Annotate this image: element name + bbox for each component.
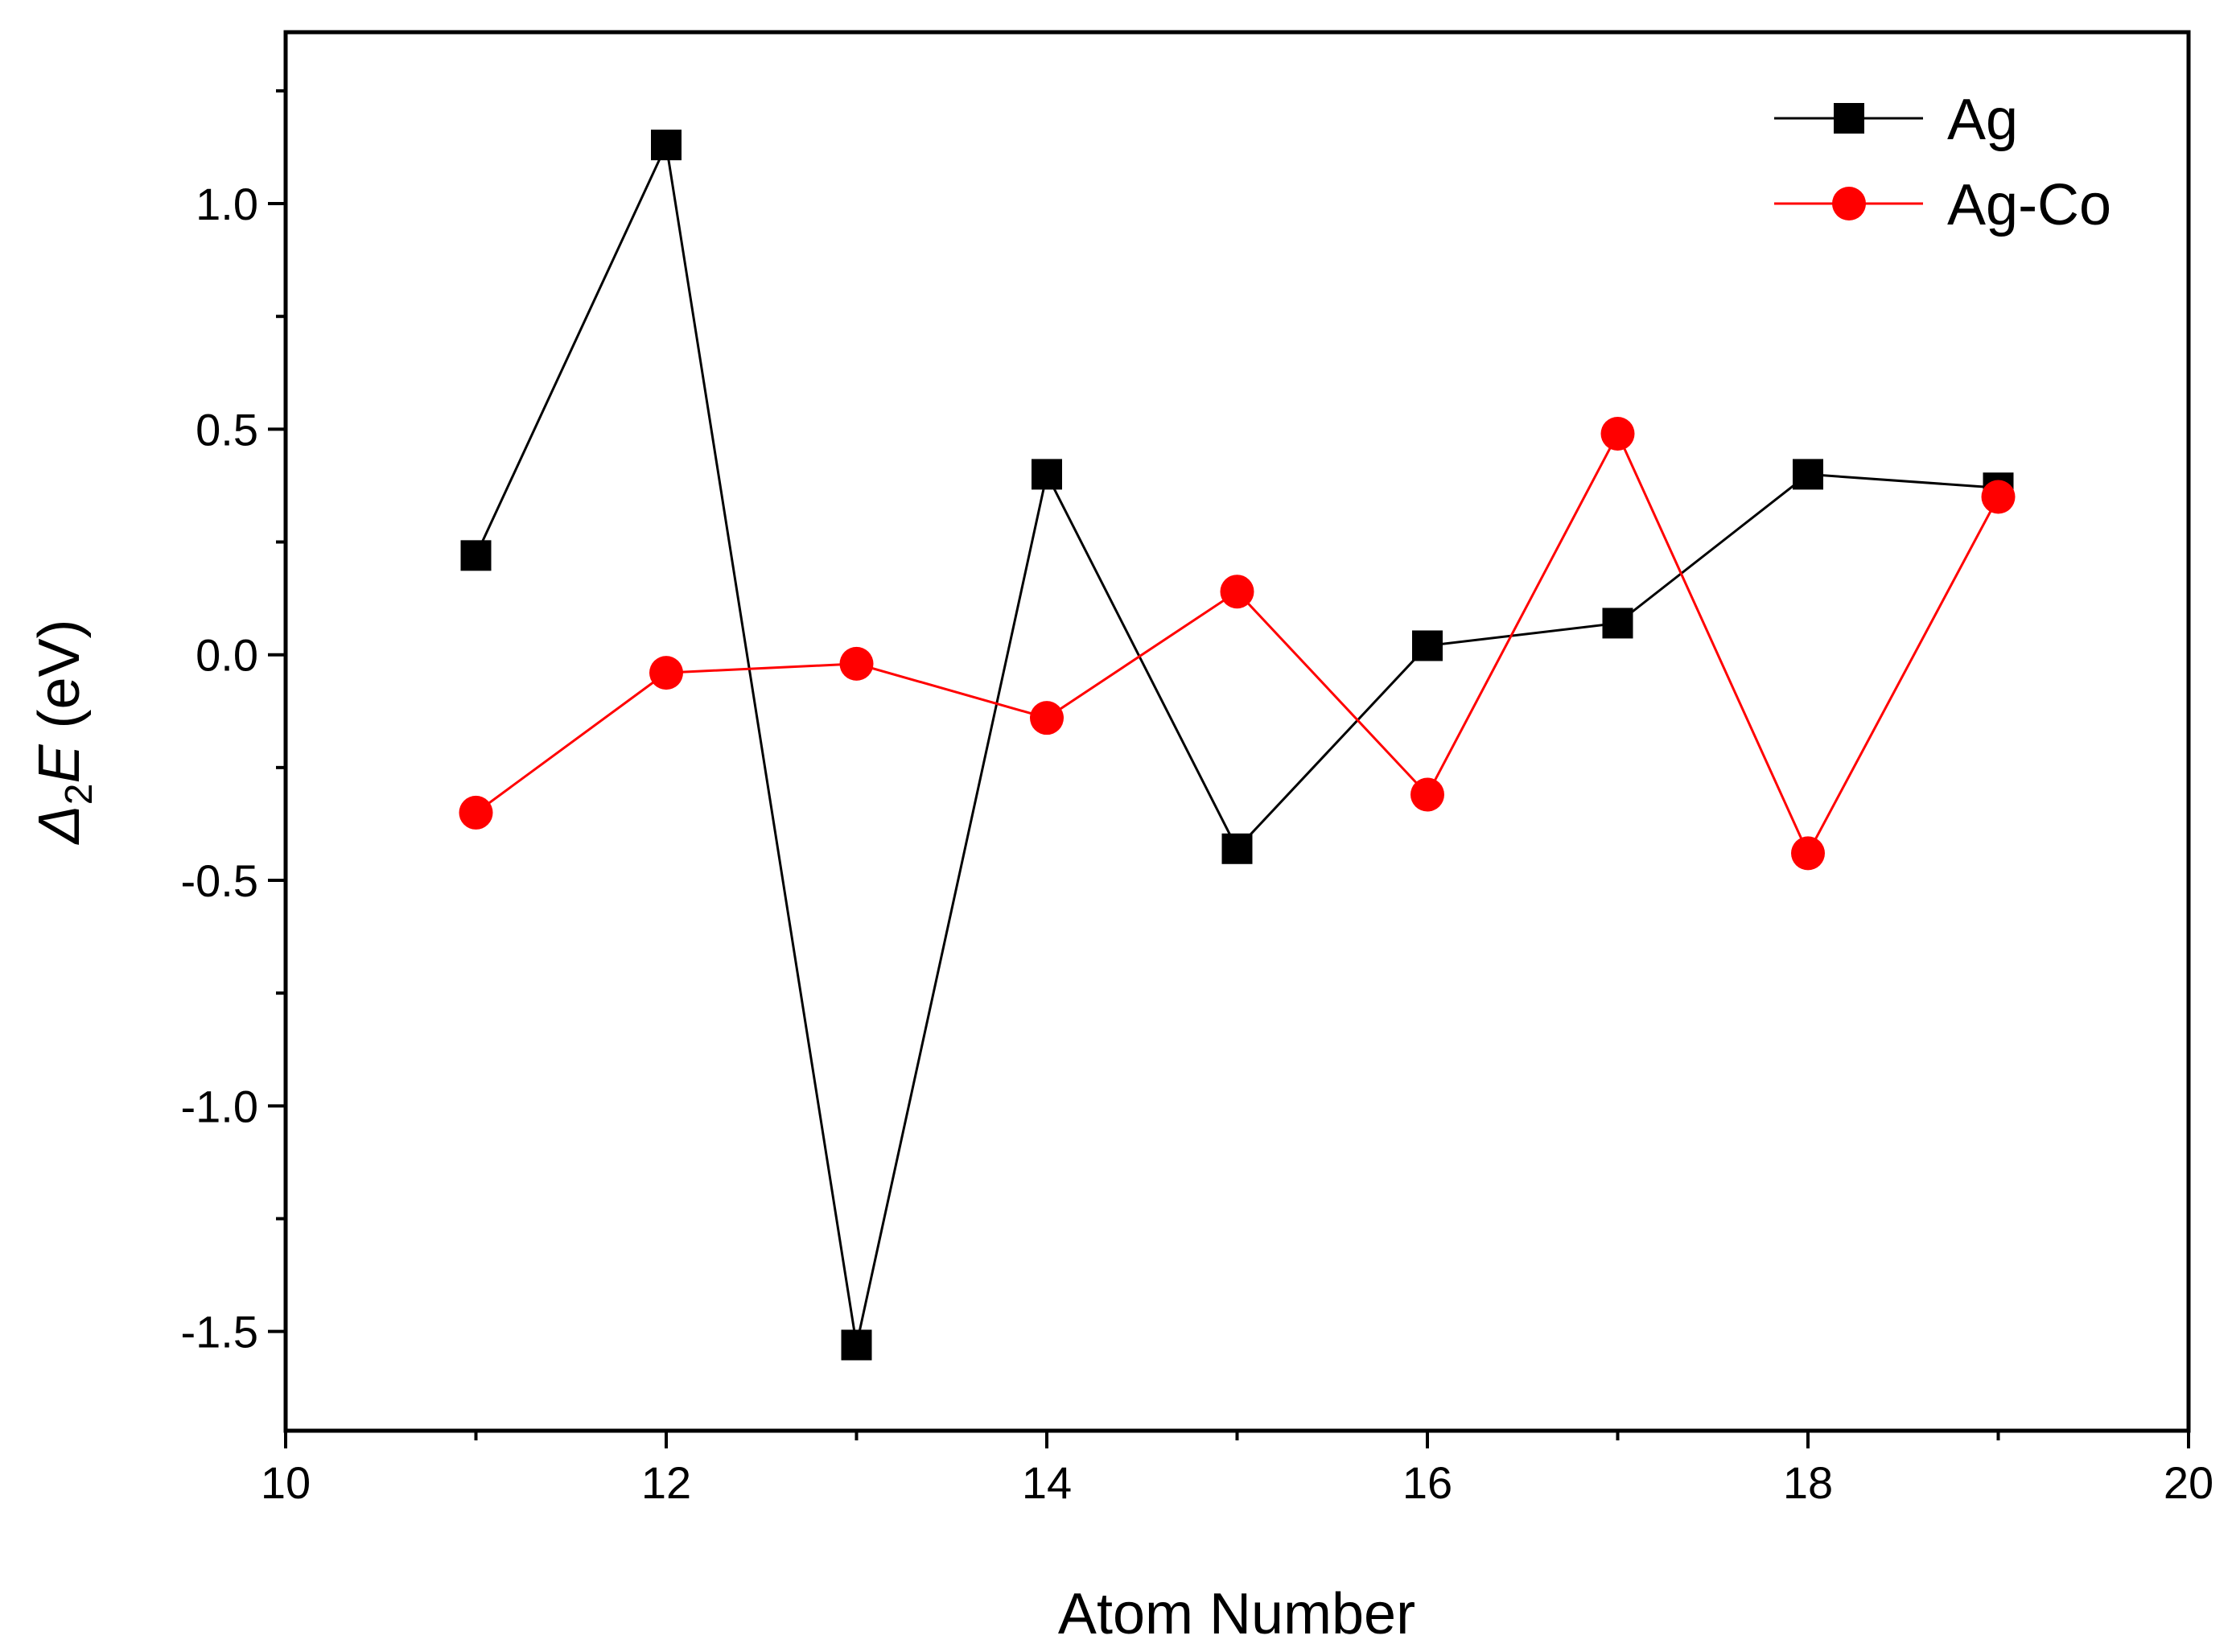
data-point-ag-co: [839, 646, 874, 681]
data-point-ag-co: [1791, 836, 1825, 871]
data-point-ag: [841, 1329, 872, 1361]
data-point-ag-co: [649, 656, 683, 690]
legend-marker-ag-co: [1832, 187, 1866, 220]
y-tick-label: 0.5: [196, 404, 258, 455]
legend-marker-ag: [1834, 103, 1864, 134]
x-tick-label: 16: [1402, 1457, 1452, 1508]
x-tick-label: 20: [2164, 1457, 2213, 1508]
legend: Ag Ag-Co: [1774, 88, 2111, 237]
legend-entry-ag-co: Ag-Co: [1774, 173, 2111, 237]
y-axis-title: Δ2E (eV): [27, 619, 101, 845]
data-point-ag: [1602, 608, 1633, 639]
data-point-ag: [651, 130, 682, 161]
data-point-ag-co: [1410, 777, 1444, 812]
data-point-ag: [1412, 630, 1443, 661]
plot-frame: [283, 30, 2191, 1433]
data-point-ag: [460, 540, 492, 571]
x-tick-label: 10: [261, 1457, 311, 1508]
legend-entry-ag: Ag: [1774, 88, 2018, 152]
series-line-ag-co: [475, 431, 1999, 856]
data-point-ag-co: [1030, 701, 1064, 735]
x-axis-ticks: 10 12 14 16 18 20: [261, 1431, 2213, 1508]
series-layer: [459, 130, 2016, 1361]
y-tick-label: 0.0: [196, 630, 258, 681]
x-tick-label: 12: [641, 1457, 691, 1508]
data-point-ag-co: [459, 795, 493, 830]
legend-label-ag: Ag: [1947, 88, 2018, 152]
y-axis-title-symbol: E: [27, 744, 92, 784]
y-axis-title-unit: (eV): [27, 619, 92, 744]
data-point-ag-co: [1600, 416, 1635, 451]
data-point-ag: [1221, 833, 1253, 864]
y-axis-title-subscript: 2: [58, 784, 101, 805]
series-line-ag: [475, 141, 1999, 1345]
legend-label-ag-co: Ag-Co: [1947, 173, 2111, 237]
y-tick-label: -1.0: [181, 1081, 259, 1131]
y-tick-label: -1.5: [181, 1307, 259, 1357]
y-tick-label: -0.5: [181, 855, 259, 906]
y-axis-title-delta: Δ: [27, 805, 92, 845]
y-axis-ticks: -1.5 -1.0 -0.5 0.0 0.5 1.0: [181, 89, 286, 1357]
data-point-ag: [1032, 459, 1062, 490]
data-point-ag: [1793, 459, 1823, 490]
x-axis-title: Atom Number: [1058, 1582, 1415, 1646]
data-point-ag-co: [1981, 480, 2016, 514]
x-tick-label: 18: [1783, 1457, 1833, 1508]
x-tick-label: 14: [1022, 1457, 1072, 1508]
data-point-ag-co: [1220, 575, 1254, 609]
y-tick-label: 1.0: [196, 179, 258, 229]
